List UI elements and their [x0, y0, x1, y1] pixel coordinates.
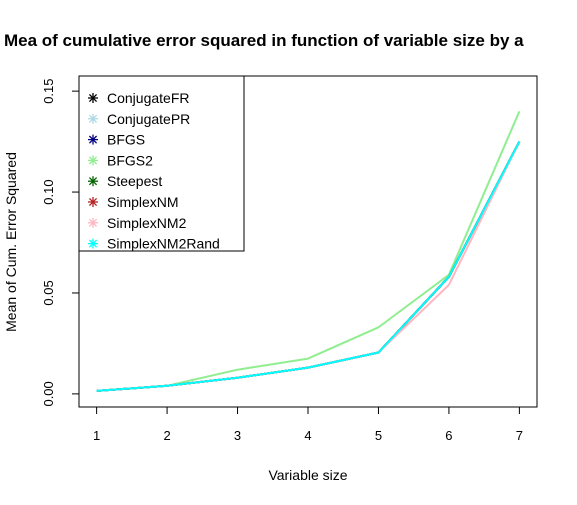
- asterisk-icon: [88, 197, 98, 207]
- legend-label: SimplexNM: [107, 194, 179, 210]
- x-axis-label: Variable size: [268, 467, 347, 483]
- asterisk-icon: [88, 176, 98, 187]
- asterisk-icon: [88, 238, 98, 249]
- x-tick-label: 1: [93, 428, 100, 443]
- legend-item: ConjugateFR: [88, 90, 190, 106]
- legend-label: BFGS: [107, 132, 145, 148]
- legend-item: SimplexNM2Rand: [88, 236, 220, 252]
- legend-label: SimplexNM2Rand: [107, 236, 220, 252]
- x-tick-label: 6: [445, 428, 452, 443]
- y-tick-label: 0.10: [41, 179, 56, 204]
- x-tick-label: 3: [234, 428, 241, 443]
- series-lines: [96, 110, 521, 392]
- asterisk-icon: [88, 113, 98, 124]
- asterisk-icon: [88, 155, 98, 166]
- asterisk-icon: [88, 93, 98, 103]
- y-tick-label: 0.15: [41, 78, 56, 103]
- legend-item: ConjugatePR: [88, 111, 190, 127]
- x-tick-label: 7: [516, 428, 523, 443]
- series-line-simplexnm2rand: [96, 141, 521, 392]
- x-tick-label: 2: [163, 428, 170, 443]
- legend-label: BFGS2: [107, 152, 153, 168]
- legend-item: SimplexNM2: [88, 215, 187, 231]
- legend-label: ConjugateFR: [107, 90, 190, 106]
- x-tick-label: 4: [304, 428, 311, 443]
- legend: ConjugateFR ConjugatePR BFGS BFGS2 Steepest S…: [78, 75, 245, 252]
- y-tick-label: 0.05: [41, 280, 56, 305]
- asterisk-icon: [88, 134, 98, 145]
- legend-item: SimplexNM: [88, 194, 179, 210]
- legend-item: BFGS: [88, 132, 145, 148]
- legend-label: SimplexNM2: [107, 215, 187, 231]
- legend-item: Steepest: [88, 173, 162, 189]
- y-tick-label: 0.00: [41, 381, 56, 406]
- x-axis: 1 2 3 4 5 6 7: [93, 406, 523, 443]
- legend-label: Steepest: [107, 173, 162, 189]
- legend-item: BFGS2: [88, 152, 153, 168]
- asterisk-icon: [88, 217, 98, 228]
- y-axis: 0.00 0.05 0.10 0.15: [41, 78, 80, 407]
- legend-box: [78, 75, 245, 252]
- x-tick-label: 5: [375, 428, 382, 443]
- chart-title: Mea of cumulative error squared in funct…: [4, 31, 524, 50]
- legend-label: ConjugatePR: [107, 111, 190, 127]
- y-axis-label: Mean of Cum. Error Squared: [3, 152, 19, 332]
